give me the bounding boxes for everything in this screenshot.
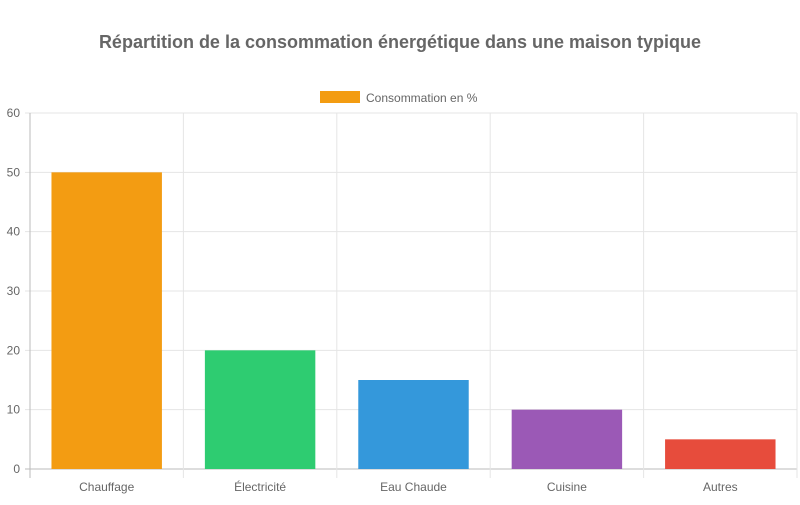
bar-électricité [204,350,316,469]
bars [51,172,776,470]
y-tick-label: 50 [7,165,21,179]
x-tick-label: Eau Chaude [380,480,447,494]
x-axis: Chauffage Électricité Eau Chaude Cuisine Aut… [79,479,738,494]
bar-eau-chaude [358,380,469,469]
legend[interactable]: Consommation en % [320,91,478,105]
y-tick-label: 30 [7,284,21,298]
legend-label: Consommation en % [366,91,478,105]
y-tick-label: 40 [7,225,21,239]
y-tick-label: 0 [13,462,20,476]
chart-title: Répartition de la consommation énergétiq… [99,32,701,52]
bar-autres [665,439,776,469]
y-tick-label: 20 [7,343,21,357]
y-tick-label: 60 [7,106,21,120]
y-axis: 0 10 20 30 40 50 60 [7,106,21,476]
legend-swatch [320,91,360,103]
x-tick-label: Chauffage [79,480,134,494]
y-tick-label: 10 [7,403,21,417]
x-tick-label: Cuisine [547,480,587,494]
bar-chauffage [51,172,162,470]
bar-cuisine [511,409,623,469]
x-tick-label: Autres [703,480,738,494]
x-tick-label: Électricité [234,479,286,494]
